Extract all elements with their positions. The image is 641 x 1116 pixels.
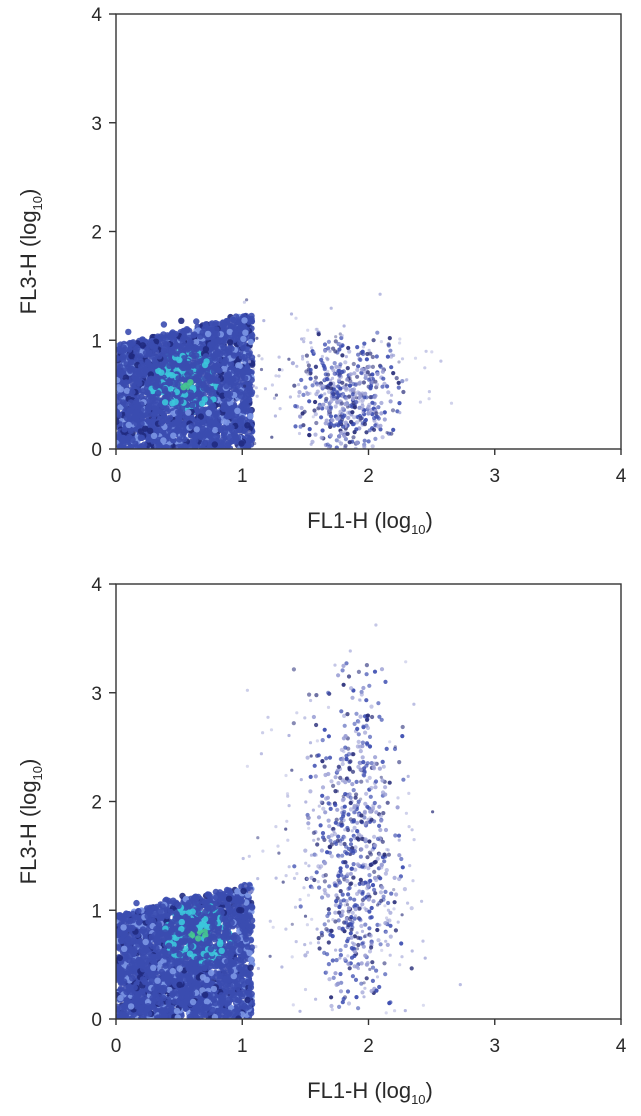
y-tick-label: 4	[91, 575, 102, 596]
x-tick-label: 0	[111, 466, 122, 487]
x-tick-label: 0	[111, 1036, 122, 1057]
x-axis-title: FL1-H (log10)	[307, 508, 433, 537]
y-tick-label: 4	[91, 5, 102, 26]
x-axis: 0 1 2 3 4	[111, 449, 627, 487]
x-tick-label: 3	[489, 466, 500, 487]
x-axis-title: FL1-H (log10)	[307, 1078, 433, 1107]
y-axis: 0 1 2 3 4	[91, 575, 116, 1031]
y-tick-label: 3	[91, 114, 102, 135]
y-tick-label: 0	[91, 440, 102, 461]
y-tick-label: 1	[91, 901, 102, 922]
x-tick-label: 1	[237, 466, 248, 487]
x-tick-label: 3	[489, 1036, 500, 1057]
x-axis: 0 1 2 3 4	[111, 1019, 627, 1057]
top-plot: 0 1 2 3 4 0 1 2 3 4 FL1-H (log10) FL3-H (log10)	[16, 5, 627, 537]
y-tick-label: 0	[91, 1010, 102, 1031]
y-axis-title: FL3-H (log10)	[16, 189, 45, 315]
y-tick-label: 3	[91, 684, 102, 705]
y-tick-label: 2	[91, 793, 102, 814]
bottom-plot: 0 1 2 3 4 0 1 2 3 4 FL1-H (log10) FL3-H (log10)	[16, 575, 627, 1107]
y-axis: 0 1 2 3 4	[91, 5, 116, 461]
x-tick-label: 2	[363, 466, 374, 487]
y-tick-label: 1	[91, 331, 102, 352]
x-tick-label: 4	[616, 1036, 627, 1057]
data-points	[116, 623, 462, 1019]
y-tick-label: 2	[91, 223, 102, 244]
x-tick-label: 2	[363, 1036, 374, 1057]
x-tick-label: 1	[237, 1036, 248, 1057]
x-tick-label: 4	[616, 466, 627, 487]
data-points	[116, 292, 454, 449]
y-axis-title: FL3-H (log10)	[16, 759, 45, 885]
